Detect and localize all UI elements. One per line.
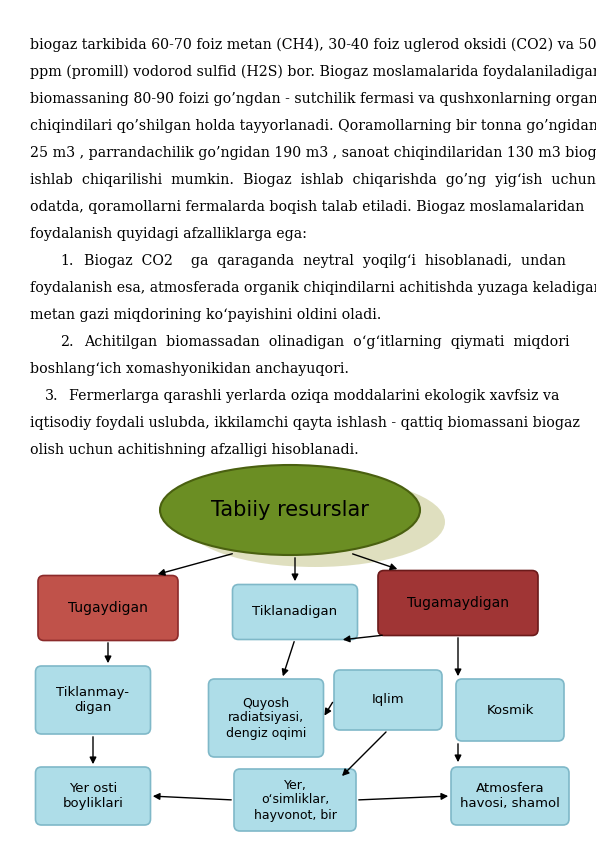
FancyBboxPatch shape: [209, 679, 324, 757]
Text: 3.: 3.: [45, 389, 58, 403]
FancyBboxPatch shape: [232, 584, 358, 640]
Text: ishlab  chiqarilishi  mumkin.  Biogaz  ishlab  chiqarishda  go’ng  yig‘ish  uchu: ishlab chiqarilishi mumkin. Biogaz ishla…: [30, 173, 596, 187]
Text: 25 m3 , parrandachilik go’ngidan 190 m3 , sanoat chiqindilaridan 130 m3 biogaz: 25 m3 , parrandachilik go’ngidan 190 m3 …: [30, 146, 596, 160]
FancyBboxPatch shape: [451, 767, 569, 825]
Text: iqtisodiy foydali uslubda, ikkilamchi qayta ishlash - qattiq biomassani biogaz: iqtisodiy foydali uslubda, ikkilamchi qa…: [30, 416, 580, 430]
Text: Atmosfera
havosi, shamol: Atmosfera havosi, shamol: [460, 782, 560, 810]
Text: Quyosh
radiatsiyasi,
dengiz oqimi: Quyosh radiatsiyasi, dengiz oqimi: [226, 696, 306, 739]
Text: 1.: 1.: [60, 254, 73, 268]
Ellipse shape: [160, 465, 420, 555]
FancyBboxPatch shape: [36, 666, 151, 734]
Text: biomassaning 80-90 foizi go’ngdan - sutchilik fermasi va qushxonlarning organik: biomassaning 80-90 foizi go’ngdan - sutc…: [30, 92, 596, 106]
FancyBboxPatch shape: [234, 769, 356, 831]
Text: 2.: 2.: [60, 335, 74, 349]
FancyBboxPatch shape: [378, 571, 538, 636]
Text: Tabiiy resurslar: Tabiiy resurslar: [211, 500, 369, 520]
Text: odatda, qoramollarni fermalarda boqish talab etiladi. Biogaz moslamalaridan: odatda, qoramollarni fermalarda boqish t…: [30, 200, 584, 214]
Text: Achitilgan  biomassadan  olinadigan  o‘g‘itlarning  qiymati  miqdori: Achitilgan biomassadan olinadigan o‘g‘it…: [84, 335, 570, 349]
Text: foydalanish quyidagi afzalliklarga ega:: foydalanish quyidagi afzalliklarga ega:: [30, 227, 307, 241]
Text: Tiklanmay-
digan: Tiklanmay- digan: [57, 686, 129, 714]
FancyBboxPatch shape: [334, 670, 442, 730]
Text: foydalanish esa, atmosferada organik chiqindilarni achitishda yuzaga keladigan: foydalanish esa, atmosferada organik chi…: [30, 281, 596, 295]
FancyBboxPatch shape: [36, 767, 151, 825]
Text: ppm (promill) vodorod sulfid (H2S) bor. Biogaz moslamalarida foydalaniladigan: ppm (promill) vodorod sulfid (H2S) bor. …: [30, 65, 596, 79]
Text: Fermerlarga qarashli yerlarda oziqa moddalarini ekologik xavfsiz va: Fermerlarga qarashli yerlarda oziqa modd…: [69, 389, 560, 403]
Text: chiqindilari qo’shilgan holda tayyorlanadi. Qoramollarning bir tonna go’ngidan: chiqindilari qo’shilgan holda tayyorlana…: [30, 119, 596, 133]
Text: boshlang‘ich xomashyonikidan anchayuqori.: boshlang‘ich xomashyonikidan anchayuqori…: [30, 362, 349, 376]
Text: Yer,
o‘simliklar,
hayvonot, bir: Yer, o‘simliklar, hayvonot, bir: [253, 779, 336, 822]
FancyBboxPatch shape: [38, 575, 178, 641]
Text: Yer osti
boyliklari: Yer osti boyliklari: [63, 782, 123, 810]
Text: Iqlim: Iqlim: [372, 694, 404, 706]
FancyBboxPatch shape: [456, 679, 564, 741]
Text: Tugaydigan: Tugaydigan: [68, 601, 148, 615]
Text: Biogaz  CO2    ga  qaraganda  neytral  yoqilg‘i  hisoblanadi,  undan: Biogaz CO2 ga qaraganda neytral yoqilg‘i…: [84, 254, 566, 268]
Ellipse shape: [185, 477, 445, 567]
Text: Tugamaydigan: Tugamaydigan: [407, 596, 509, 610]
Text: biogaz tarkibida 60-70 foiz metan (CH4), 30-40 foiz uglerod oksidi (CO2) va 500: biogaz tarkibida 60-70 foiz metan (CH4),…: [30, 38, 596, 52]
Text: olish uchun achitishning afzalligi hisoblanadi.: olish uchun achitishning afzalligi hisob…: [30, 443, 359, 457]
Text: Tiklanadigan: Tiklanadigan: [253, 605, 337, 619]
Text: Kosmik: Kosmik: [486, 704, 533, 717]
Text: metan gazi miqdorining ko‘payishini oldini oladi.: metan gazi miqdorining ko‘payishini oldi…: [30, 308, 381, 322]
